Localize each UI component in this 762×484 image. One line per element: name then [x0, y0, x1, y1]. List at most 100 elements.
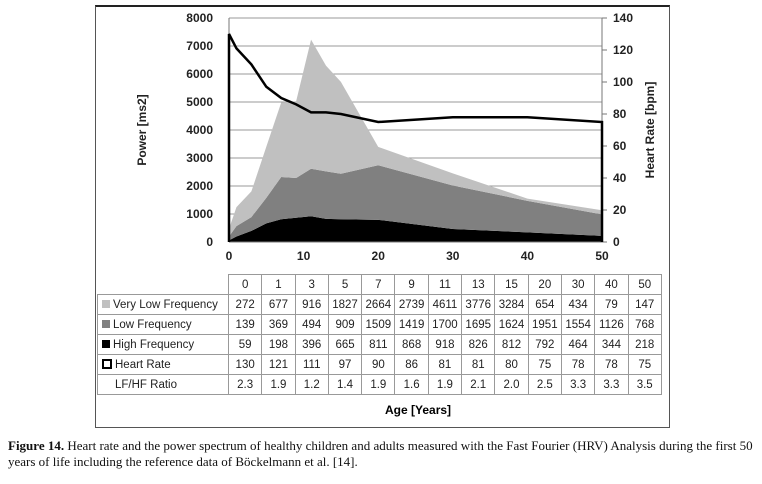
- table-cell: 1.9: [261, 374, 296, 395]
- x-tick-label: 30: [446, 249, 460, 263]
- table-cell: 677: [261, 294, 296, 315]
- table-cell: 2.0: [494, 374, 529, 395]
- x-axis-label: Age [Years]: [385, 403, 452, 417]
- table-cell: 1827: [327, 294, 363, 315]
- table-cell: 909: [327, 314, 363, 335]
- table-cell: 792: [527, 334, 562, 355]
- row-label: Low Frequency: [97, 314, 229, 335]
- table-cell: 3284: [494, 294, 529, 315]
- table-cell: 1419: [394, 314, 429, 335]
- row-label: Very Low Frequency: [97, 294, 229, 315]
- table-cell: 121: [261, 354, 296, 375]
- table-row: Low Frequency 139 369 494 909 1509 1419 1700 169…: [97, 314, 662, 335]
- row-label-text: Heart Rate: [115, 358, 171, 371]
- table-cell: 1.9: [427, 374, 463, 395]
- y2-axis-label: Heart Rate [bpm]: [643, 82, 657, 179]
- header-cell: 20: [527, 274, 562, 295]
- header-cell: 5: [327, 274, 363, 295]
- table-cell: 1126: [594, 314, 629, 335]
- table-cell: 75: [527, 354, 562, 375]
- header-cell: 1: [261, 274, 296, 295]
- y-tick-label: 4000: [186, 123, 213, 137]
- row-label: High Frequency: [97, 334, 229, 355]
- table-cell: 1624: [494, 314, 529, 335]
- header-cell: 7: [361, 274, 396, 295]
- table-cell: 4611: [427, 294, 463, 315]
- table-cell: 396: [294, 334, 329, 355]
- table-cell: 2664: [361, 294, 396, 315]
- y2-tick-label: 0: [613, 235, 620, 249]
- table-cell: 3.3: [560, 374, 596, 395]
- y-tick-label: 6000: [186, 67, 213, 81]
- table-cell: 812: [494, 334, 529, 355]
- table-cell: 344: [594, 334, 629, 355]
- table-cell: 198: [261, 334, 296, 355]
- data-table: 0 1 3 5 7 9 11 13 15 20 30 40 50 Very Low Frequency 27…: [97, 274, 662, 395]
- table-row: High Frequency 59 198 396 665 811 868 918 826 812…: [97, 334, 662, 355]
- table-cell: 80: [494, 354, 529, 375]
- table-cell: 1951: [527, 314, 562, 335]
- y2-tick-label: 80: [613, 107, 627, 121]
- area-high-frequency: [229, 216, 602, 242]
- y-axis-label: Power [ms2]: [135, 94, 149, 165]
- table-row: LF/HF Ratio 2.3 1.9 1.2 1.4 1.9 1.6 1.9 2.1 2.0 2.…: [97, 374, 662, 395]
- table-cell: 826: [461, 334, 496, 355]
- table-cell: 1695: [461, 314, 496, 335]
- y-tick-label: 2000: [186, 179, 213, 193]
- table-row: Heart Rate 130 121 111 97 90 86 81 81 80 75 78 78 75: [97, 354, 662, 375]
- header-cell: 50: [627, 274, 662, 295]
- header-cell: 13: [461, 274, 496, 295]
- header-cell: 11: [427, 274, 463, 295]
- table-cell: 665: [327, 334, 363, 355]
- y-tick-label: 1000: [186, 207, 213, 221]
- y2-tick-label: 40: [613, 171, 627, 185]
- table-cell: 369: [261, 314, 296, 335]
- y2-tick-label: 20: [613, 203, 627, 217]
- table-cell: 2739: [394, 294, 429, 315]
- table-header-row: 0 1 3 5 7 9 11 13 15 20 30 40 50: [97, 274, 662, 295]
- y2-tick-label: 100: [613, 75, 633, 89]
- row-label-text: High Frequency: [113, 338, 195, 351]
- table-cell: 90: [361, 354, 396, 375]
- table-cell: 1.4: [327, 374, 363, 395]
- table-cell: 3776: [461, 294, 496, 315]
- table-cell: 2.1: [461, 374, 496, 395]
- row-label-text: Low Frequency: [113, 318, 192, 331]
- table-cell: 654: [527, 294, 562, 315]
- table-cell: 130: [227, 354, 263, 375]
- table-cell: 86: [394, 354, 429, 375]
- y-tick-label: 8000: [186, 11, 213, 25]
- table-cell: 147: [627, 294, 662, 315]
- table-cell: 79: [594, 294, 629, 315]
- legend-swatch-icon: [102, 320, 110, 329]
- table-cell: 78: [560, 354, 596, 375]
- row-label: Heart Rate: [97, 354, 229, 375]
- row-label-text: Very Low Frequency: [113, 298, 218, 311]
- header-cell: 9: [394, 274, 429, 295]
- table-cell: 768: [627, 314, 662, 335]
- table-cell: 78: [594, 354, 629, 375]
- x-tick-label: 0: [226, 249, 233, 263]
- table-cell: 81: [427, 354, 463, 375]
- table-cell: 75: [627, 354, 662, 375]
- y-tick-label: 3000: [186, 151, 213, 165]
- header-cell: 15: [494, 274, 529, 295]
- y2-tick-label: 60: [613, 139, 627, 153]
- table-cell: 97: [327, 354, 363, 375]
- table-cell: 1700: [427, 314, 463, 335]
- y-tick-label: 0: [206, 235, 213, 249]
- row-label-text: LF/HF Ratio: [115, 378, 177, 391]
- figure-frame: [95, 5, 670, 428]
- table-cell: 1554: [560, 314, 596, 335]
- table-cell: 1.2: [294, 374, 329, 395]
- header-cell: 3: [294, 274, 329, 295]
- table-cell: 494: [294, 314, 329, 335]
- x-tick-label: 40: [521, 249, 535, 263]
- legend-swatch-icon: [102, 300, 110, 309]
- caption-label: Figure 14.: [8, 438, 65, 453]
- y2-tick-label: 120: [613, 43, 633, 57]
- y-tick-label: 5000: [186, 95, 213, 109]
- legend-swatch-icon: [102, 380, 112, 388]
- heart-rate-line: [227, 33, 604, 242]
